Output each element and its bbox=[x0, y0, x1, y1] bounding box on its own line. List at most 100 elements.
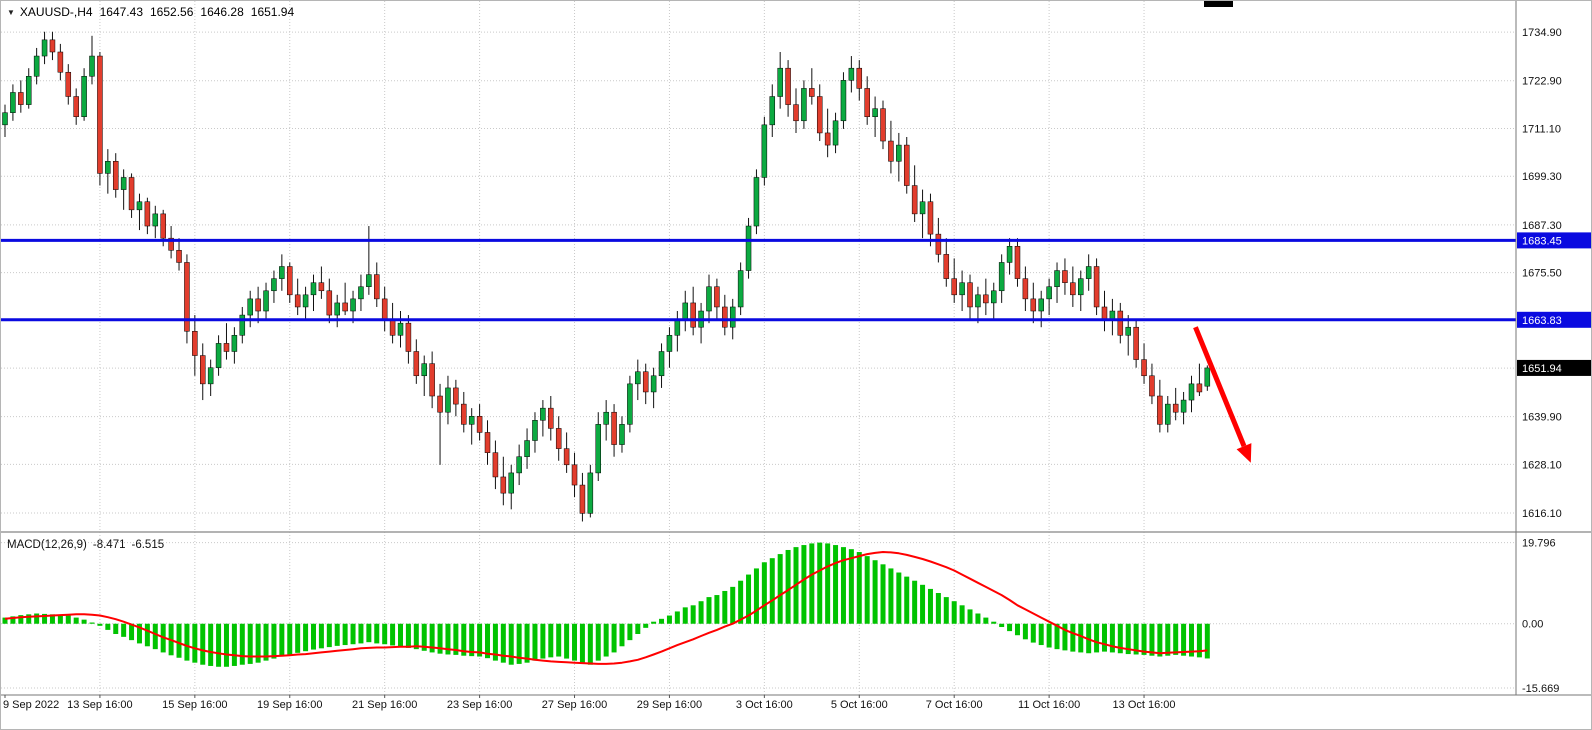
candle-body bbox=[112, 161, 119, 190]
time-axis[interactable]: 9 Sep 2022 13 Sep 16:00 15 Sep 16:00 19 Sep… bbox=[1, 695, 1516, 717]
ohlc-high-value: 1652.56 bbox=[150, 5, 194, 19]
candle-body bbox=[1030, 298, 1037, 312]
macd-histogram-bar bbox=[801, 545, 807, 624]
candle-body bbox=[848, 67, 855, 81]
time-axis-label: 3 Oct 16:00 bbox=[735, 699, 793, 711]
candle-body bbox=[97, 55, 103, 174]
candle-body bbox=[896, 144, 902, 162]
level-price-tag bbox=[1517, 232, 1591, 249]
down-arrow-annotation[interactable] bbox=[1193, 326, 1247, 448]
macd-histogram-bar bbox=[1125, 623, 1131, 655]
macd-histogram-bar bbox=[746, 574, 752, 624]
candle-body bbox=[840, 80, 847, 122]
candle-body bbox=[1109, 310, 1116, 320]
candle-body bbox=[983, 294, 989, 304]
horizontal-scrollbar[interactable] bbox=[1, 717, 1591, 729]
macd-histogram-bar bbox=[666, 615, 672, 624]
macd-histogram-bar bbox=[239, 623, 245, 665]
macd-histogram-bar bbox=[89, 622, 95, 624]
macd-signal-line bbox=[4, 551, 1208, 665]
candle-body bbox=[1070, 282, 1076, 296]
macd-histogram-bar bbox=[500, 623, 506, 663]
macd-histogram-bar bbox=[1149, 623, 1155, 656]
candle-body bbox=[437, 395, 443, 413]
candle-body bbox=[761, 124, 768, 178]
candle-body bbox=[176, 250, 182, 263]
candle-body bbox=[215, 343, 222, 368]
candle-body bbox=[690, 302, 696, 328]
macd-histogram-bar bbox=[587, 623, 593, 665]
candle-body bbox=[516, 456, 522, 474]
candle-body bbox=[1101, 306, 1108, 320]
macd-histogram-bar bbox=[785, 549, 791, 624]
candle-body bbox=[1149, 375, 1155, 397]
macd-histogram-bar bbox=[761, 562, 767, 624]
macd-histogram-bar bbox=[1173, 623, 1179, 655]
candle-body bbox=[777, 67, 783, 97]
macd-histogram-bar bbox=[627, 623, 633, 641]
candle-body bbox=[207, 367, 214, 385]
symbol-dropdown-icon: ▼ bbox=[7, 7, 15, 17]
macd-histogram-bar bbox=[105, 623, 111, 630]
macd-histogram-bar bbox=[405, 623, 411, 648]
candle-body bbox=[413, 351, 420, 377]
macd-histogram-bar bbox=[271, 623, 277, 659]
candle-body bbox=[73, 96, 79, 118]
candle-body bbox=[555, 428, 562, 449]
candle-body bbox=[358, 286, 364, 300]
macd-histogram-bar bbox=[176, 623, 182, 658]
macd-histogram-bar bbox=[334, 623, 340, 646]
macd-histogram-bar bbox=[287, 623, 293, 655]
candle-body bbox=[959, 282, 965, 296]
candle-body bbox=[872, 108, 878, 118]
macd-histogram-bar bbox=[184, 623, 190, 661]
macd-histogram-bar bbox=[65, 615, 71, 624]
macd-histogram-bar bbox=[904, 576, 910, 624]
candle-body bbox=[1046, 286, 1052, 300]
time-axis-label: 19 Sep 16:00 bbox=[257, 699, 323, 711]
candle-body bbox=[1172, 403, 1179, 413]
macd-histogram-bar bbox=[1070, 623, 1076, 652]
candle-body bbox=[793, 104, 799, 122]
candle-body bbox=[374, 274, 380, 300]
candle-body bbox=[128, 177, 135, 211]
candle-body bbox=[998, 262, 1005, 292]
candle-body bbox=[184, 262, 190, 332]
macd-histogram-bar bbox=[738, 580, 744, 624]
candle-body bbox=[587, 472, 594, 514]
candle-body bbox=[650, 375, 657, 393]
macd-histogram-bar bbox=[1038, 623, 1044, 646]
macd-histogram-bar bbox=[1189, 623, 1194, 657]
macd-histogram-bar bbox=[912, 580, 918, 624]
macd-histogram-bar bbox=[18, 615, 24, 624]
candle-body bbox=[397, 322, 404, 336]
candle-body bbox=[1022, 278, 1029, 300]
macd-main-value: -8.471 bbox=[92, 539, 126, 551]
candle-body bbox=[951, 278, 957, 296]
candle-body bbox=[1038, 298, 1044, 312]
candle-body bbox=[943, 254, 950, 279]
candle-body bbox=[500, 476, 507, 494]
macd-histogram-bar bbox=[192, 623, 198, 663]
candle-body bbox=[492, 452, 499, 478]
macd-histogram-bar bbox=[706, 597, 712, 624]
candle-body bbox=[888, 140, 894, 162]
macd-histogram-bar bbox=[1007, 623, 1013, 632]
macd-histogram-bar bbox=[295, 623, 301, 653]
candle-body bbox=[666, 335, 673, 352]
macd-histogram-bar bbox=[2, 617, 8, 624]
candle-body bbox=[911, 185, 918, 215]
macd-histogram-bar bbox=[492, 623, 498, 661]
candle-body bbox=[405, 322, 412, 352]
macd-histogram-bar bbox=[49, 614, 55, 624]
candle-body bbox=[753, 177, 760, 227]
candle-body bbox=[25, 76, 32, 105]
macd-histogram-bar bbox=[42, 613, 48, 624]
macd-axis-label: 0.00 bbox=[1522, 619, 1543, 631]
candle-body bbox=[1125, 326, 1131, 336]
candle-body bbox=[18, 92, 24, 105]
macd-histogram-bar bbox=[200, 623, 206, 665]
macd-histogram-bar bbox=[619, 623, 625, 647]
time-axis-label: 21 Sep 16:00 bbox=[351, 699, 418, 711]
